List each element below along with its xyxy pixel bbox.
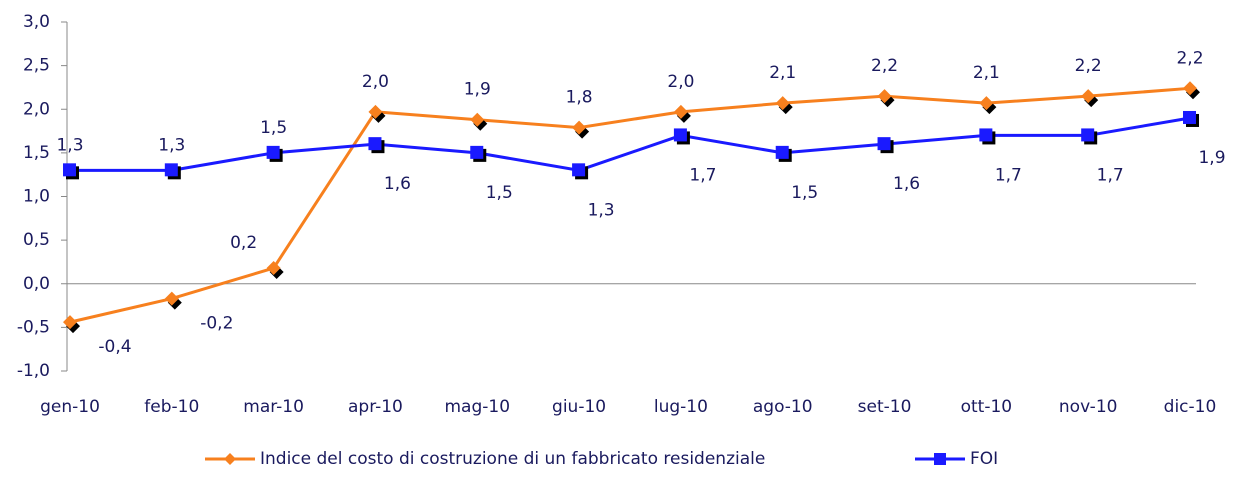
y-tick-label: 1,0 bbox=[23, 187, 50, 207]
x-tick-label: dic-10 bbox=[1164, 397, 1217, 417]
data-label: 1,7 bbox=[689, 165, 716, 185]
x-tick-label: set-10 bbox=[858, 397, 912, 417]
point bbox=[470, 145, 484, 159]
data-label: 2,0 bbox=[362, 72, 389, 92]
data-label: 1,6 bbox=[893, 174, 920, 194]
data-label: 2,2 bbox=[871, 56, 898, 76]
point bbox=[1183, 110, 1196, 124]
data-label: 1,3 bbox=[158, 135, 185, 155]
x-tick-label: nov-10 bbox=[1059, 397, 1118, 417]
point bbox=[368, 104, 383, 119]
data-label: 1,8 bbox=[566, 88, 593, 108]
point bbox=[63, 163, 76, 177]
data-label: 2,1 bbox=[973, 63, 1000, 83]
point bbox=[979, 96, 994, 111]
point bbox=[1081, 128, 1095, 142]
data-label: 0,2 bbox=[230, 233, 257, 253]
data-label: 1,7 bbox=[1097, 165, 1124, 185]
point bbox=[877, 89, 892, 104]
point bbox=[775, 96, 790, 111]
legend-label: Indice del costo di costruzione di un fa… bbox=[260, 449, 765, 469]
point bbox=[266, 145, 280, 159]
point bbox=[63, 315, 77, 330]
y-tick-label: 0,5 bbox=[23, 230, 50, 250]
y-tick-label: -0,5 bbox=[17, 317, 50, 337]
x-tick-label: giu-10 bbox=[552, 397, 606, 417]
data-label: -0,4 bbox=[98, 337, 131, 357]
y-tick-label: 0,0 bbox=[23, 274, 50, 294]
point bbox=[164, 291, 179, 306]
series-line bbox=[70, 116, 1191, 172]
data-label: 2,0 bbox=[667, 72, 694, 92]
point bbox=[979, 128, 993, 142]
data-label: 1,5 bbox=[791, 183, 818, 203]
x-tick-label: mar-10 bbox=[243, 397, 304, 417]
point bbox=[572, 120, 587, 135]
data-label: 1,3 bbox=[588, 200, 615, 220]
x-tick-label: feb-10 bbox=[144, 397, 199, 417]
point bbox=[266, 261, 281, 276]
legend-label: FOI bbox=[970, 449, 998, 469]
data-label: 2,2 bbox=[1075, 56, 1102, 76]
y-tick-label: -1,0 bbox=[17, 361, 50, 381]
point bbox=[572, 163, 586, 177]
legend-marker bbox=[224, 453, 236, 465]
data-label: 1,7 bbox=[995, 165, 1022, 185]
y-tick-label: 2,0 bbox=[23, 99, 50, 119]
point bbox=[877, 137, 891, 151]
point bbox=[1183, 81, 1197, 96]
legend-marker bbox=[934, 453, 946, 465]
data-label: 1,9 bbox=[464, 80, 491, 100]
x-tick-label: mag-10 bbox=[444, 397, 510, 417]
y-tick-label: 2,5 bbox=[23, 56, 50, 76]
data-label: 1,5 bbox=[260, 118, 287, 138]
data-label: 1,9 bbox=[1198, 148, 1225, 168]
y-tick-label: 1,5 bbox=[23, 143, 50, 163]
series-line bbox=[69, 86, 1191, 324]
x-tick-label: ott-10 bbox=[961, 397, 1013, 417]
y-tick-label: 3,0 bbox=[23, 12, 50, 32]
x-tick-label: apr-10 bbox=[348, 397, 403, 417]
x-tick-label: ago-10 bbox=[753, 397, 813, 417]
point bbox=[164, 163, 178, 177]
data-label: 1,3 bbox=[56, 135, 83, 155]
x-tick-label: gen-10 bbox=[40, 397, 100, 417]
point bbox=[470, 112, 485, 127]
data-label: 2,2 bbox=[1176, 48, 1203, 68]
point bbox=[673, 104, 688, 119]
data-label: -0,2 bbox=[200, 314, 233, 334]
point bbox=[1081, 89, 1096, 104]
x-tick-label: lug-10 bbox=[654, 397, 708, 417]
data-label: 1,5 bbox=[486, 183, 513, 203]
data-label: 1,6 bbox=[384, 174, 411, 194]
data-label: 2,1 bbox=[769, 63, 796, 83]
point bbox=[775, 145, 789, 159]
point bbox=[368, 137, 382, 151]
point bbox=[673, 128, 687, 142]
